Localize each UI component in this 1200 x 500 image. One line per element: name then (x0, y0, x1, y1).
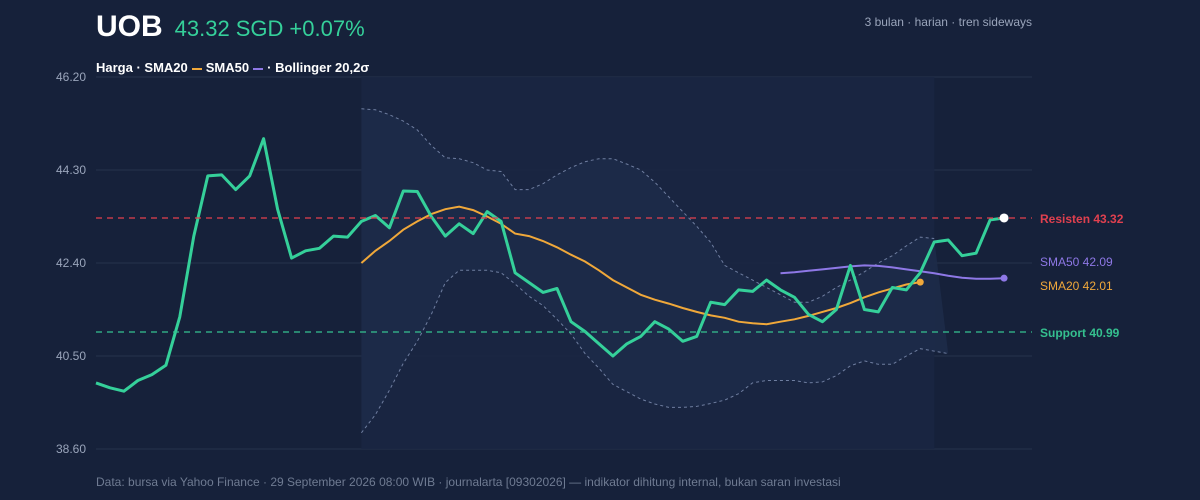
y-tick-label-2: 42.40 (56, 256, 86, 270)
sma50-line (780, 264, 1005, 280)
price-end-marker (999, 213, 1009, 223)
legend-sma50: SMA50 (205, 60, 250, 75)
chart-meta: 3 bulan · harian · tren sideways (864, 15, 1032, 29)
price-change: +0.07% (289, 16, 365, 41)
annotation-label-0: Resisten 43.32 (1040, 212, 1124, 226)
y-tick-label-1: 44.30 (56, 163, 86, 177)
legend-sma20-swatch (191, 67, 202, 70)
price-value: 43.32 (174, 16, 230, 41)
legend-sma50-swatch (253, 67, 264, 70)
y-tick-label-4: 38.60 (56, 442, 86, 456)
sma20-end-marker (916, 278, 924, 286)
bollinger-band-layer (361, 77, 949, 449)
y-tick-label-3: 40.50 (56, 349, 86, 363)
sma20-line (360, 205, 921, 326)
annotation-layer: Resisten 43.32 Support 40.99 SMA50 42.09 SM… (96, 212, 1124, 340)
price-currency: SGD (235, 16, 284, 41)
legend-bollinger: · Bollinger 20,2σ (267, 60, 370, 75)
y-tick-label-0: 46.20 (56, 70, 86, 84)
footer-source: Data: bursa via Yahoo Finance · 29 Septe… (96, 475, 841, 489)
legend-price: Harga · (96, 60, 145, 75)
chart-header: UOB 43.32 SGD +0.07% (96, 10, 371, 44)
annotation-label-1: Support 40.99 (1040, 326, 1120, 340)
series-layer (95, 137, 1005, 393)
bollinger-upper-line (361, 108, 935, 303)
bollinger-band-fill (361, 108, 949, 433)
price-line (95, 137, 1005, 393)
end-label-0: SMA50 42.09 (1040, 255, 1113, 269)
sma50-end-marker (1000, 274, 1008, 282)
legend: Harga · SMA20 SMA50 · Bollinger 20,2σ (96, 60, 369, 75)
legend-sma20: SMA20 (144, 60, 188, 75)
end-label-1: SMA20 42.01 (1040, 279, 1113, 293)
ticker-symbol: UOB (96, 10, 163, 43)
price-quote: 43.32 SGD +0.07% (175, 16, 371, 42)
bollinger-lower-line (361, 269, 949, 434)
